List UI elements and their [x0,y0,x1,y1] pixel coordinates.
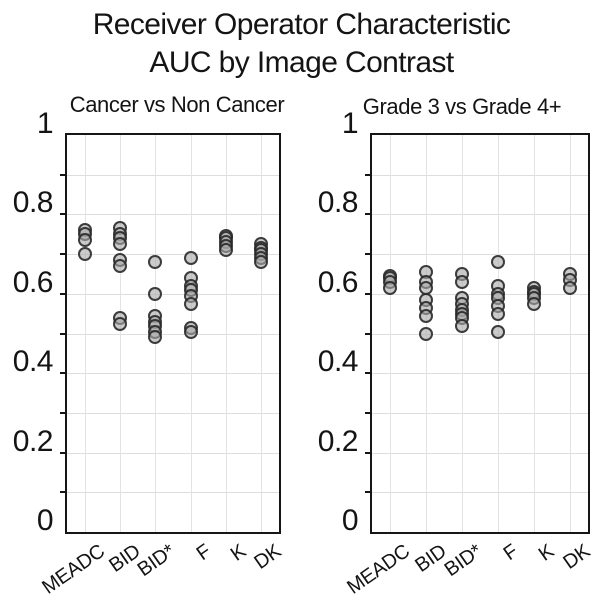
x-gridline [120,135,121,532]
y-axis-tick [365,411,370,414]
y-axis-tick [60,491,65,494]
x-category-label: BID* [134,540,180,582]
plot-area-left: 0 0.2 0.4 0.6 0.8 1 MEADC BID BID* F K DK [13,109,286,599]
chart-title: Receiver Operator Characteristic AUC by … [0,6,603,82]
y-tick-label: 0.2 [317,424,359,458]
y-axis-tick [365,292,370,295]
y-gridline [372,333,588,335]
y-tick-label: 0.8 [12,186,54,220]
y-tick-label: 0.6 [12,265,54,299]
y-gridline [67,452,279,454]
y-gridline [372,214,588,216]
data-point [383,280,397,295]
x-gridline [390,135,391,532]
y-axis-tick [365,372,370,375]
data-point [455,318,469,333]
y-axis-tick [60,173,65,176]
y-gridline [372,254,588,256]
data-point [219,243,233,258]
y-tick-label: 0.8 [317,186,359,220]
y-axis-tick [365,173,370,176]
x-category-label: F [192,540,215,566]
y-gridline [67,293,279,295]
y-gridline [372,452,588,454]
y-gridline [67,214,279,216]
y-tick-label: 1 [341,107,359,140]
x-gridline [570,135,571,532]
data-point [113,237,127,252]
data-point [563,280,577,295]
x-category-label: MEADC [38,540,109,599]
x-gridline [534,135,535,532]
data-point [419,308,433,323]
data-point [77,247,92,262]
data-point [77,233,92,248]
y-gridline [67,174,279,176]
plot-area-right: 0 0.2 0.4 0.6 0.8 1 MEADC BID BID* F K DK [318,109,594,599]
data-point [148,330,163,345]
y-tick-label: 0 [341,504,359,537]
x-category-label: F [499,540,523,566]
data-point [419,326,433,341]
data-point [254,255,269,270]
data-point [491,324,505,339]
x-category-label: K [226,540,251,566]
y-axis-tick [365,332,370,335]
y-tick-label: 0.2 [12,424,54,458]
y-gridline [67,412,279,414]
y-axis-tick [365,253,370,256]
data-point [455,274,469,289]
y-axis-tick [365,213,370,216]
data-point [491,306,505,321]
chart-title-line1: Receiver Operator Characteristic [92,8,511,41]
y-axis-tick [60,292,65,295]
y-gridline [67,333,279,335]
y-axis-tick [60,332,65,335]
y-tick-label: 0.6 [317,265,359,299]
x-category-label: BID* [440,540,487,582]
y-tick-label: 0.4 [12,345,54,379]
data-point [148,255,163,270]
y-axis-tick [60,213,65,216]
y-gridline [67,492,279,494]
subplot-title-left: Cancer vs Non Cancer [69,92,285,117]
x-gridline [462,135,463,532]
y-axis-tick [60,411,65,414]
y-axis-tick [60,451,65,454]
y-gridline [67,373,279,375]
chart-title-line2: AUC by Image Contrast [149,46,454,79]
y-axis-tick [365,451,370,454]
y-gridline [372,373,588,375]
x-gridline [226,135,227,532]
x-gridline [261,135,263,532]
y-gridline [372,492,588,494]
x-category-label: DK [250,540,286,574]
y-gridline [67,254,279,256]
x-category-label: K [534,540,559,566]
y-axis-tick [60,372,65,375]
data-point [113,316,127,331]
subplot-title-right: Grade 3 vs Grade 4+ [362,94,562,119]
data-point [113,259,127,273]
data-point [183,324,198,339]
y-tick-label: 1 [36,107,54,140]
y-tick-label: 0 [36,504,54,537]
x-category-label: MEADC [343,540,415,599]
x-gridline [84,135,86,532]
y-gridline [372,412,588,414]
data-point [491,255,505,270]
data-point [527,296,541,311]
x-category-label: DK [559,540,595,574]
y-axis-tick [60,253,65,256]
y-gridline [372,293,588,295]
y-axis-tick [365,491,370,494]
data-point [183,296,198,311]
data-point [148,286,163,301]
data-point [183,251,198,266]
y-gridline [372,174,588,176]
y-tick-label: 0.4 [317,345,359,379]
